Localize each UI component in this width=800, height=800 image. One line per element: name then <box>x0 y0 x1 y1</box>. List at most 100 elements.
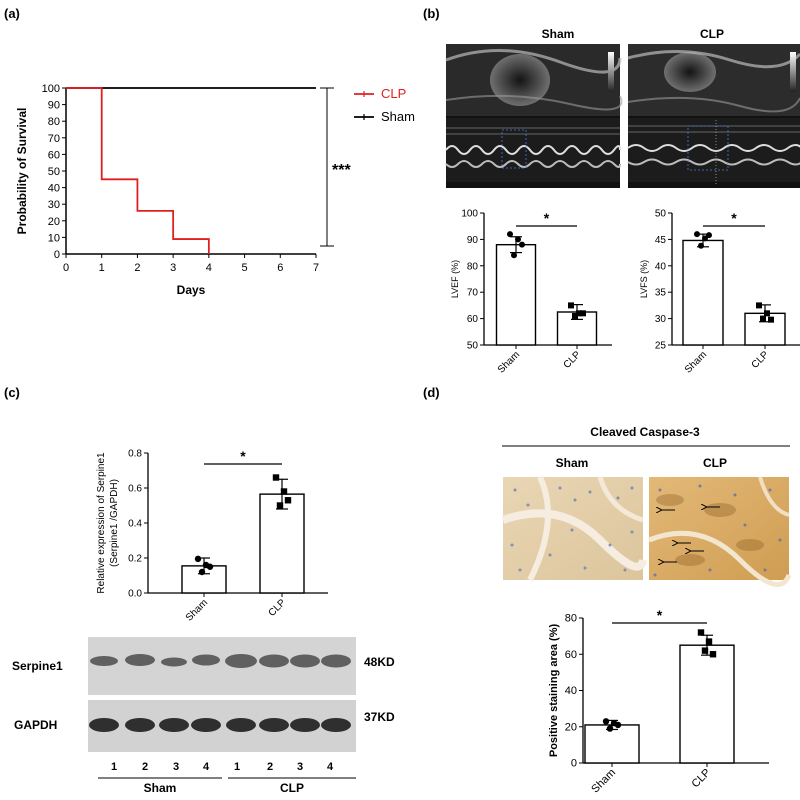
panel-label-d: (d) <box>423 385 440 400</box>
blot-label-serpine1: Serpine1 <box>12 659 63 673</box>
survival-chart: 0 10 20 30 40 50 60 70 80 90 100 0 1 2 3 4 5 6 7 Days Probab… <box>15 83 415 297</box>
positive-staining-chart: 0 20 40 60 80 Positive staining area (%) Sham C… <box>548 607 769 795</box>
y-axis-title-line: Relative expression of Serpine1 <box>96 452 107 594</box>
y-tick-label: 20 <box>48 216 60 228</box>
blot-label-gapdh: GAPDH <box>14 718 57 732</box>
lane-number: 3 <box>297 761 303 773</box>
x-tick-label: CLP <box>689 767 713 791</box>
blot-size-serpine1: 48KD <box>364 655 395 669</box>
x-tick-label: 2 <box>134 262 140 274</box>
y-tick-label: 0 <box>54 249 60 261</box>
y-tick-label: 60 <box>565 649 577 661</box>
blot-size-gapdh: 37KD <box>364 710 395 724</box>
x-tick-label: CLP <box>267 597 289 619</box>
bar-sham <box>495 243 537 346</box>
y-tick-label: 25 <box>655 341 667 352</box>
stain-image-clp <box>648 476 792 587</box>
data-point <box>206 563 214 570</box>
data-point <box>614 721 622 729</box>
legend-label: CLP <box>381 86 406 101</box>
data-point <box>760 315 766 322</box>
y-tick-label: 40 <box>655 261 667 272</box>
data-point <box>198 568 206 576</box>
y-tick-label: 80 <box>48 116 60 128</box>
data-point <box>764 310 770 317</box>
data-point <box>580 310 586 317</box>
panel-label-c: (c) <box>4 385 20 400</box>
y-tick-label: 0.8 <box>128 449 142 460</box>
echo-title-sham: Sham <box>542 27 575 41</box>
x-tick-label: Sham <box>184 597 210 623</box>
panel-label-b: (b) <box>423 6 440 21</box>
stain-title: Cleaved Caspase-3 <box>590 425 700 439</box>
data-point <box>511 252 517 259</box>
y-axis-title: LVEF (%) <box>450 260 460 298</box>
data-point <box>709 651 717 658</box>
y-axis-title: Positive staining area (%) <box>548 624 560 758</box>
y-tick-label: 45 <box>655 235 667 246</box>
bar-sham <box>584 724 640 764</box>
stain-title-clp: CLP <box>703 456 727 470</box>
blot-lane-numbers: 1 2 3 4 1 2 3 4 <box>111 761 334 773</box>
serpine1-bands <box>90 654 351 668</box>
data-point <box>706 232 712 239</box>
x-tick-label: Sham <box>496 349 522 375</box>
y-tick-label: 40 <box>48 183 60 195</box>
lane-number: 2 <box>267 761 273 773</box>
echo-image-clp <box>627 44 800 188</box>
data-point <box>572 312 578 319</box>
legend-label: Sham <box>381 109 415 124</box>
x-tick-label: 0 <box>63 262 69 274</box>
x-tick-label: 5 <box>242 262 248 274</box>
data-point <box>276 502 284 509</box>
stain-arrows <box>661 507 720 562</box>
y-tick-label: 0 <box>571 758 577 770</box>
series-line-clp <box>66 87 210 254</box>
echo-title-clp: CLP <box>700 27 724 41</box>
lane-number: 2 <box>142 761 148 773</box>
y-tick-label: 60 <box>48 149 60 161</box>
y-tick-label: 30 <box>655 314 667 325</box>
y-tick-label: 100 <box>461 209 478 220</box>
y-axis-title: LVFS (%) <box>639 260 649 298</box>
lane-number: 3 <box>173 761 179 773</box>
lvfs-chart: 25 30 35 40 45 50 LVFS (%) Sham CLP * <box>639 209 800 376</box>
x-tick-label: 7 <box>313 262 319 274</box>
x-tick-label: 4 <box>206 262 212 274</box>
gapdh-bands <box>89 718 351 732</box>
y-tick-label: 20 <box>565 721 577 733</box>
x-tick-label: CLP <box>750 349 772 371</box>
y-tick-label: 50 <box>467 341 479 352</box>
significance-marker: * <box>544 210 550 226</box>
y-tick-label: 70 <box>467 288 479 299</box>
y-tick-label: 90 <box>48 100 60 112</box>
y-tick-label: 80 <box>565 613 577 625</box>
x-tick-label: 3 <box>170 262 176 274</box>
data-point <box>697 629 705 636</box>
data-point <box>606 725 614 732</box>
data-point <box>194 555 202 563</box>
y-axis-title-line: (Serpine1 /GAPDH) <box>109 479 120 567</box>
echo-image-sham <box>445 44 623 188</box>
lane-number: 4 <box>203 761 210 773</box>
data-point <box>768 316 774 323</box>
data-point <box>515 236 521 243</box>
bar-sham <box>682 239 724 346</box>
data-point <box>272 474 280 481</box>
lvef-chart: 50 60 70 80 90 100 LVEF (%) Sham CLP * <box>450 209 612 376</box>
data-point <box>702 235 708 242</box>
y-tick-label: 80 <box>467 261 479 272</box>
x-tick-label: Sham <box>683 349 709 375</box>
bar-clp <box>679 644 735 764</box>
data-point <box>705 638 713 645</box>
data-point <box>576 310 582 317</box>
y-tick-label: 70 <box>48 133 60 145</box>
x-tick-label: CLP <box>562 349 584 371</box>
data-point <box>284 497 292 504</box>
y-tick-label: 35 <box>655 288 667 299</box>
stain-image-sham <box>501 475 647 582</box>
significance-marker: *** <box>332 162 351 179</box>
data-point <box>602 718 610 725</box>
